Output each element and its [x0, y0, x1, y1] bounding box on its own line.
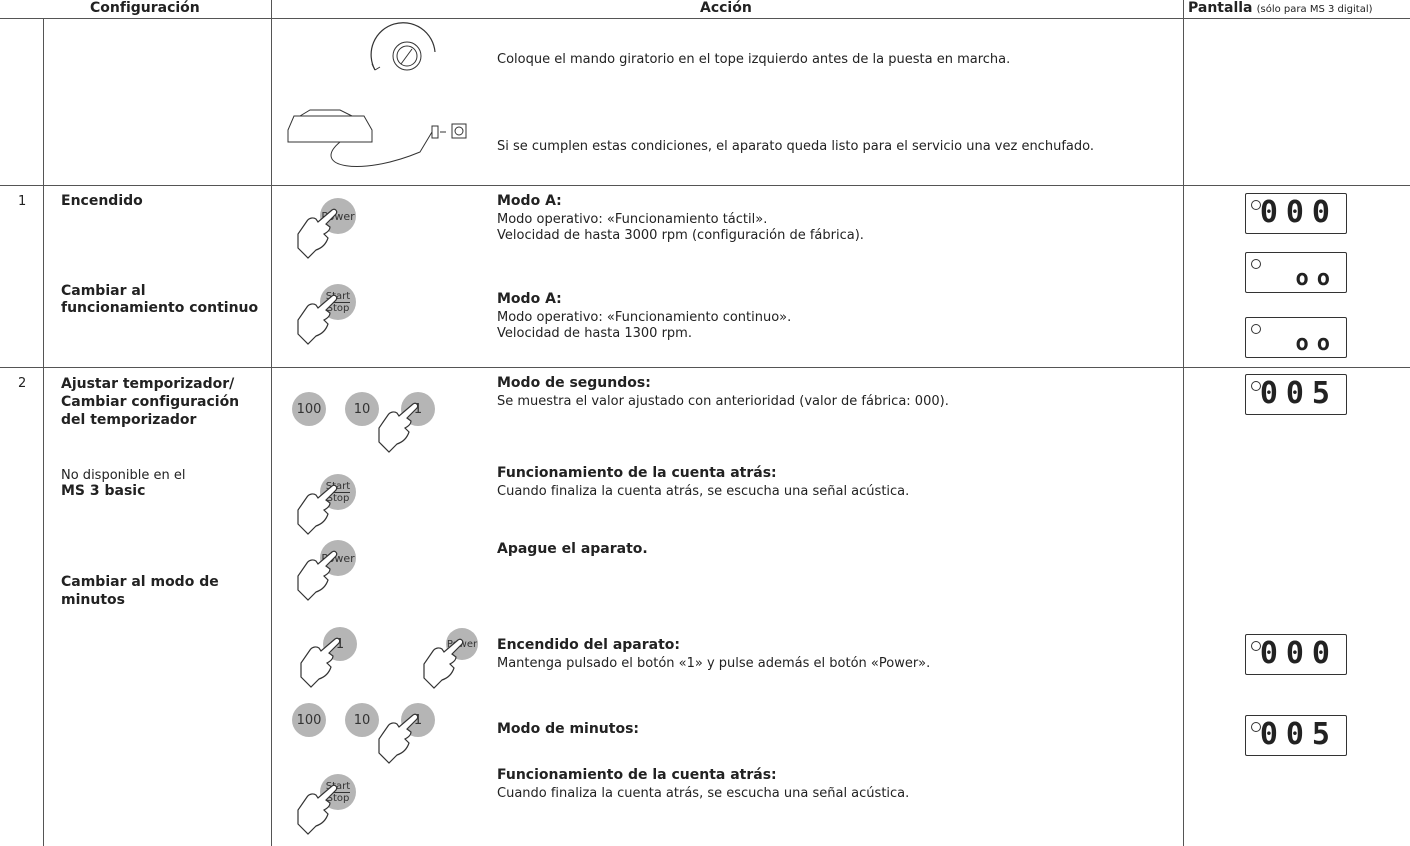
- step-text: Cuando finaliza la cuenta atrás, se escu…: [497, 484, 910, 499]
- step-text: Velocidad de hasta 1300 rpm.: [497, 326, 692, 341]
- header-cell: Pantalla (sólo para MS 3 digital): [1188, 0, 1373, 18]
- hand-icon: [300, 637, 341, 688]
- step-heading: Modo A:: [497, 291, 562, 307]
- display-digits: oo: [1295, 331, 1338, 356]
- config-text: MS 3 basic: [61, 483, 146, 499]
- hand-outline: [297, 294, 338, 345]
- step-heading: Funcionamiento de la cuenta atrás:: [497, 767, 777, 783]
- hand-outline: [297, 484, 338, 535]
- config-text: Ajustar temporizador/ Cambiar configurac…: [61, 376, 240, 428]
- row-rule: [0, 367, 1410, 368]
- hand-outline: [423, 638, 464, 689]
- display-digits: 005: [1259, 717, 1338, 752]
- header-cell: Acción: [700, 0, 752, 16]
- header-rule: [0, 18, 1410, 19]
- display: 005: [1245, 374, 1347, 415]
- config-text: No disponible en el: [61, 468, 186, 483]
- step-text: Velocidad de hasta 3000 rpm (configuraci…: [497, 228, 864, 243]
- step-text: Se muestra el valor ajustado con anterio…: [497, 394, 949, 409]
- header-cell: Configuración: [90, 0, 200, 16]
- display-digits: 005: [1259, 376, 1338, 411]
- col-rule: [43, 18, 44, 846]
- hand-outline: [297, 550, 338, 601]
- header-text: Pantalla: [1188, 0, 1253, 16]
- display: 000: [1245, 193, 1347, 234]
- col-rule: [1183, 0, 1184, 846]
- step-text: Cuando finaliza la cuenta atrás, se escu…: [497, 786, 910, 801]
- hand-icon: [297, 550, 338, 601]
- button: 100: [292, 392, 326, 426]
- col-rule: [271, 0, 272, 846]
- button-label: Stop: [326, 792, 350, 804]
- display: oo: [1245, 252, 1347, 293]
- display-digits: 000: [1259, 636, 1338, 671]
- hand-outline: [297, 784, 338, 835]
- hand-icon: [423, 638, 464, 689]
- step-heading: Modo A:: [497, 193, 562, 209]
- hand-icon: [297, 484, 338, 535]
- display: 005: [1245, 715, 1347, 756]
- button-label: Stop: [326, 302, 350, 314]
- step-heading: Funcionamiento de la cuenta atrás:: [497, 465, 777, 481]
- hand-icon: [297, 784, 338, 835]
- button: 100: [292, 703, 326, 737]
- hand-icon: [378, 402, 419, 453]
- button-label: Stop: [326, 492, 350, 504]
- button-label: Start: [325, 480, 351, 493]
- hand-icon: [297, 208, 338, 259]
- button: 10: [345, 703, 379, 737]
- hand-outline: [378, 402, 419, 453]
- intro-text: Coloque el mando giratorio en el tope iz…: [497, 52, 1011, 67]
- button: 10: [345, 392, 379, 426]
- row-number: 1: [18, 194, 27, 209]
- hand-outline: [300, 637, 341, 688]
- intro-text: Si se cumplen estas condiciones, el apar…: [497, 139, 1094, 154]
- step-heading: Modo de minutos:: [497, 721, 640, 737]
- display-digits: oo: [1295, 266, 1338, 291]
- hand-outline: [378, 713, 419, 764]
- step-heading: Apague el aparato.: [497, 541, 648, 557]
- step-text: Mantenga pulsado el botón «1» y pulse ad…: [497, 656, 931, 671]
- hand-icon: [297, 294, 338, 345]
- hand-icon: [378, 713, 419, 764]
- step-text: Modo operativo: «Funcionamiento táctil».: [497, 212, 768, 227]
- step-heading: Encendido del aparato:: [497, 637, 680, 653]
- config-text: Encendido: [61, 193, 143, 209]
- row-rule: [0, 185, 1410, 186]
- config-text: Cambiar al funcionamiento continuo: [61, 283, 259, 316]
- display-digits: 000: [1259, 195, 1338, 230]
- row-number: 2: [18, 376, 27, 391]
- header-note: (sólo para MS 3 digital): [1256, 4, 1373, 15]
- hand-outline: [297, 208, 338, 259]
- button-label: Start: [325, 290, 351, 303]
- config-text: Cambiar al modo de minutos: [61, 574, 219, 608]
- device-illustration: [287, 22, 467, 167]
- step-text: Modo operativo: «Funcionamiento continuo…: [497, 310, 792, 325]
- button-label: Start: [325, 780, 351, 793]
- step-heading: Modo de segundos:: [497, 375, 651, 391]
- display: 000: [1245, 634, 1347, 675]
- display: oo: [1245, 317, 1347, 358]
